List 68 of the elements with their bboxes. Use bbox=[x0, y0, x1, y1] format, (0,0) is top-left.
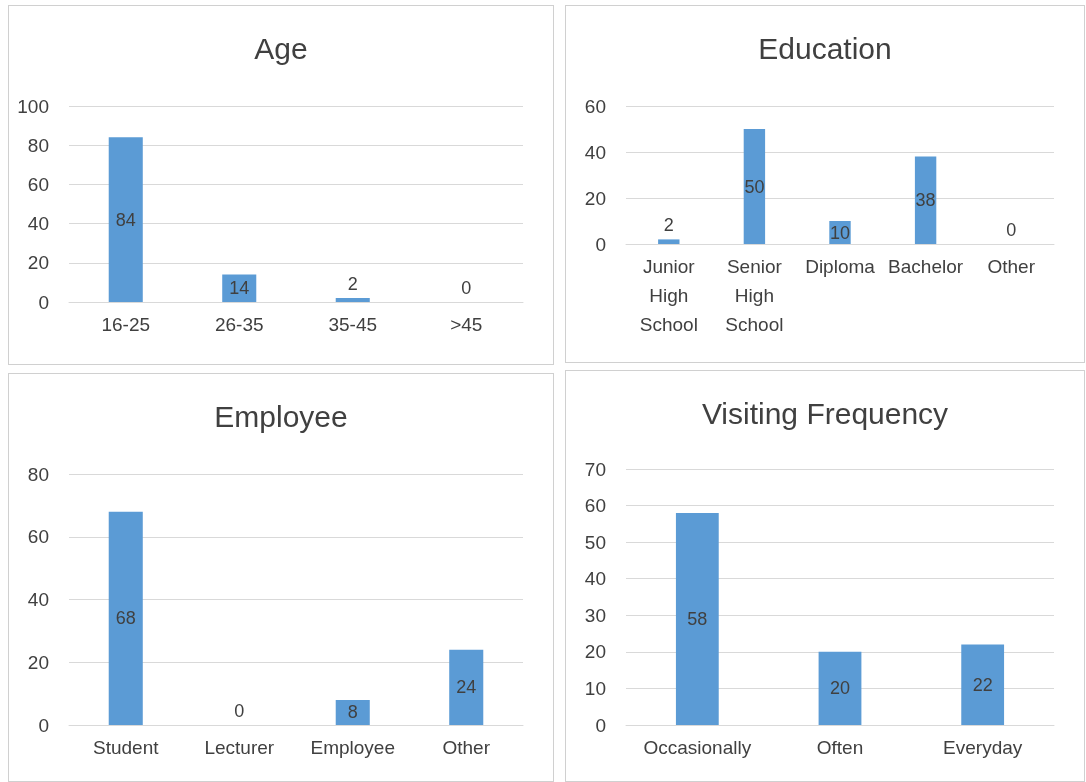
y-tick-label: 50 bbox=[584, 531, 606, 553]
x-tick-label: 35-45 bbox=[328, 314, 378, 335]
y-tick-label: 10 bbox=[584, 677, 606, 699]
data-label: 58 bbox=[687, 608, 708, 629]
x-tick-label: Diploma bbox=[805, 256, 876, 277]
bar bbox=[675, 512, 719, 725]
data-label: 68 bbox=[115, 608, 136, 629]
y-tick-label: 20 bbox=[27, 651, 49, 673]
data-label: 38 bbox=[915, 190, 936, 211]
bar bbox=[961, 644, 1005, 725]
y-tick-label: 40 bbox=[27, 213, 49, 235]
x-tick-label: 16-25 bbox=[101, 314, 151, 335]
x-tick-label: Employee bbox=[310, 737, 395, 758]
x-tick-label: Occasionally bbox=[643, 737, 752, 758]
bar bbox=[743, 129, 766, 244]
data-label: 10 bbox=[829, 222, 851, 243]
data-label: 84 bbox=[115, 209, 136, 230]
x-tick-label: Often bbox=[816, 737, 864, 758]
y-tick-label: 80 bbox=[27, 463, 49, 485]
data-label: 14 bbox=[229, 278, 250, 299]
x-tick-label: Other bbox=[987, 256, 1036, 277]
bar bbox=[108, 137, 143, 302]
y-tick-label: 0 bbox=[38, 714, 49, 736]
y-tick-label: 70 bbox=[584, 458, 606, 480]
chart-title: Visiting Frequency bbox=[701, 396, 949, 430]
x-tick-label: Other bbox=[442, 737, 491, 758]
y-tick-label: 20 bbox=[584, 187, 606, 209]
x-tick-label: 26-35 bbox=[214, 314, 264, 335]
x-tick-label: Senior High School bbox=[725, 256, 784, 335]
y-tick-label: 0 bbox=[595, 233, 606, 255]
bar bbox=[449, 649, 484, 725]
data-label: 2 bbox=[347, 274, 358, 295]
y-tick-label: 60 bbox=[27, 526, 49, 548]
y-tick-label: 100 bbox=[17, 95, 49, 117]
y-tick-label: 30 bbox=[584, 604, 606, 626]
y-tick-label: 60 bbox=[584, 95, 606, 117]
data-label: 0 bbox=[461, 278, 472, 298]
bar bbox=[335, 298, 370, 302]
y-tick-label: 20 bbox=[584, 641, 606, 663]
y-tick-label: 80 bbox=[27, 134, 49, 156]
y-tick-label: 0 bbox=[38, 291, 49, 313]
x-tick-label: Student bbox=[93, 737, 160, 758]
y-tick-label: 40 bbox=[584, 141, 606, 163]
data-label: 8 bbox=[347, 702, 358, 723]
y-tick-label: 60 bbox=[584, 495, 606, 517]
x-tick-label: Everyday bbox=[943, 737, 1023, 758]
y-tick-label: 60 bbox=[27, 173, 49, 195]
data-label: 0 bbox=[234, 701, 245, 721]
chart-title: Education bbox=[758, 31, 892, 65]
bar bbox=[818, 651, 862, 725]
data-label: 24 bbox=[456, 677, 477, 698]
data-label: 2 bbox=[663, 215, 674, 236]
data-label: 20 bbox=[829, 678, 851, 699]
y-tick-label: 40 bbox=[27, 589, 49, 610]
x-tick-label: >45 bbox=[450, 314, 483, 335]
chart-title: Age bbox=[254, 31, 308, 65]
x-tick-label: Bachelor bbox=[888, 256, 964, 277]
bar bbox=[658, 239, 680, 244]
y-tick-label: 40 bbox=[584, 568, 606, 590]
y-tick-label: 0 bbox=[595, 714, 606, 736]
chart-title: Employee bbox=[214, 399, 348, 433]
bar bbox=[108, 511, 143, 725]
data-label: 22 bbox=[972, 674, 993, 695]
data-label: 50 bbox=[744, 176, 765, 197]
data-label: 0 bbox=[1006, 220, 1017, 240]
x-tick-label: Lecturer bbox=[204, 737, 275, 758]
x-tick-label: Junior High School bbox=[639, 256, 698, 335]
y-tick-label: 20 bbox=[27, 252, 49, 274]
